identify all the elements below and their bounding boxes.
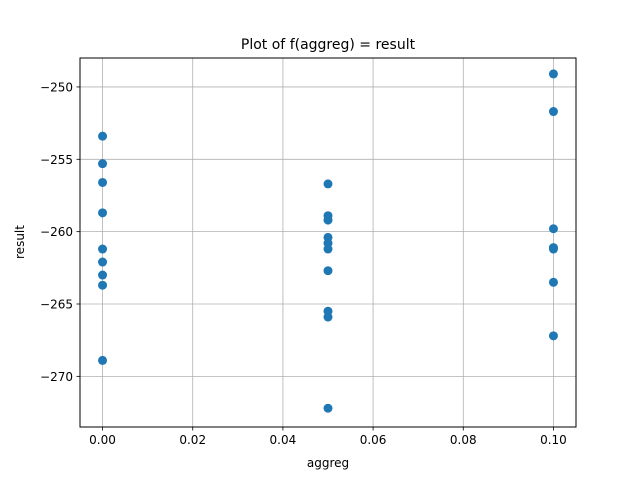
- scatter-point: [548, 244, 558, 254]
- scatter-point: [323, 215, 333, 225]
- scatter-point: [548, 331, 558, 341]
- scatter-point: [548, 277, 558, 287]
- data-points: [98, 69, 558, 413]
- x-tick-label: 0.02: [179, 433, 206, 447]
- scatter-point: [98, 159, 108, 169]
- scatter-point: [98, 208, 108, 218]
- x-tick-label: 0.10: [540, 433, 567, 447]
- x-axis-label: aggreg: [307, 456, 349, 470]
- scatter-point: [98, 355, 108, 365]
- grid-lines: [80, 58, 576, 427]
- scatter-point: [323, 244, 333, 254]
- scatter-point: [323, 266, 333, 276]
- scatter-point: [323, 312, 333, 322]
- x-tick-label: 0.00: [89, 433, 116, 447]
- scatter-point: [323, 179, 333, 189]
- y-tick-label: −260: [40, 225, 73, 239]
- x-tick-label: 0.04: [270, 433, 297, 447]
- scatter-point: [323, 403, 333, 413]
- y-tick-label: −255: [40, 153, 73, 167]
- scatter-point: [548, 69, 558, 79]
- scatter-point: [98, 257, 108, 267]
- scatter-point: [98, 280, 108, 290]
- scatter-point: [98, 177, 108, 187]
- scatter-point: [98, 270, 108, 280]
- x-tick-label: 0.06: [360, 433, 387, 447]
- y-tick-label: −270: [40, 370, 73, 384]
- scatter-point: [548, 107, 558, 117]
- y-axis-ticks: −270 −265 −260 −255 −250: [40, 80, 80, 384]
- x-axis-ticks: 0.00 0.02 0.04 0.06 0.08 0.10: [89, 427, 567, 447]
- y-tick-label: −250: [40, 80, 73, 94]
- scatter-point: [98, 131, 108, 141]
- chart-title: Plot of f(aggreg) = result: [241, 37, 416, 53]
- scatter-point: [548, 224, 558, 234]
- scatter-point: [98, 244, 108, 254]
- x-tick-label: 0.08: [450, 433, 477, 447]
- y-tick-label: −265: [40, 298, 73, 312]
- y-axis-label: result: [13, 225, 27, 259]
- plot-frame: [79, 57, 577, 428]
